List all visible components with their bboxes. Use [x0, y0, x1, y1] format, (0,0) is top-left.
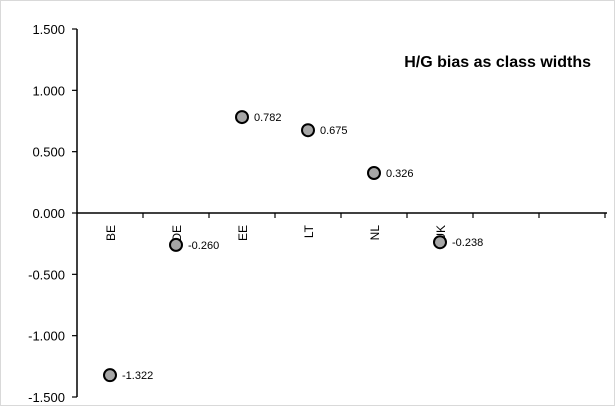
- data-label: 0.675: [320, 125, 348, 137]
- x-axis-ticks: BE DE EE LT NL UK: [104, 213, 606, 242]
- y-tick-label: 0.500: [32, 145, 65, 160]
- y-axis-ticks: 1.500 1.000 0.500 0.000 -0.500 -1.000 -1.500: [28, 22, 77, 405]
- data-label: -0.260: [188, 240, 219, 252]
- data-point: [433, 235, 447, 250]
- data-point: [301, 123, 315, 138]
- x-tick-label: NL: [368, 225, 382, 241]
- data-point: [103, 368, 117, 383]
- x-tick-label: EE: [236, 225, 250, 241]
- x-tick-label: BE: [104, 225, 118, 241]
- data-point: [235, 110, 249, 125]
- data-label: 0.326: [386, 168, 414, 180]
- y-tick-label: 1.500: [32, 22, 65, 37]
- data-label: 0.782: [254, 112, 282, 124]
- data-label: -0.238: [452, 237, 483, 249]
- y-tick-label: -1.000: [28, 329, 65, 344]
- y-tick-label: -0.500: [28, 267, 65, 282]
- x-tick-label: LT: [302, 224, 316, 238]
- data-point: [367, 166, 381, 181]
- data-point: [169, 237, 183, 252]
- y-tick-label: 0.000: [32, 206, 65, 221]
- data-points: -1.322 -0.260 0.782 0.675 0.326 -0.238: [103, 110, 483, 383]
- y-tick-label: 1.000: [32, 83, 65, 98]
- axes: [76, 29, 607, 397]
- data-label: -1.322: [122, 370, 153, 382]
- x-tick-label: DE: [170, 225, 184, 242]
- y-tick-label: -1.500: [28, 390, 65, 405]
- chart-title: H/G bias as class widths: [404, 54, 591, 71]
